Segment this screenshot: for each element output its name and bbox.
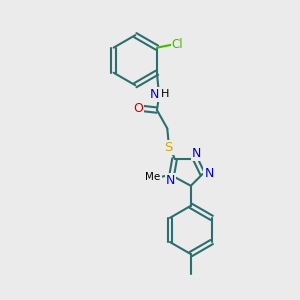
Text: N: N	[149, 88, 159, 101]
Text: N: N	[192, 147, 201, 160]
Text: O: O	[134, 102, 143, 115]
Text: N: N	[204, 167, 214, 181]
Text: H: H	[161, 89, 169, 99]
Text: Cl: Cl	[172, 38, 183, 51]
Text: Me: Me	[146, 172, 161, 182]
Text: N: N	[166, 174, 175, 187]
Text: S: S	[164, 141, 173, 154]
